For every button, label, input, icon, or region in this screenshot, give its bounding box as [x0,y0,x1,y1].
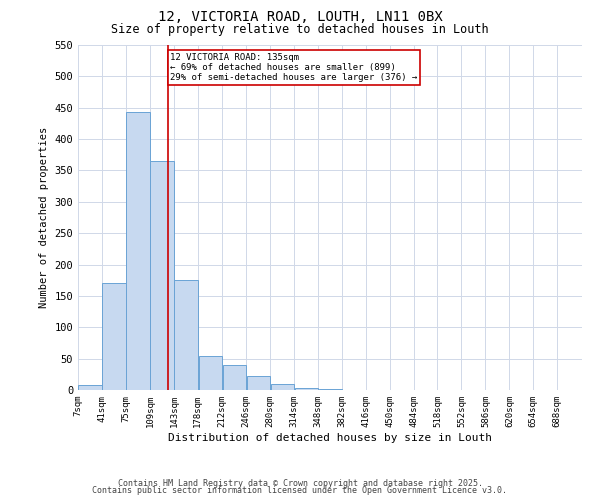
Bar [174,280,197,390]
Text: Size of property relative to detached houses in Louth: Size of property relative to detached ho… [111,22,489,36]
Text: 12, VICTORIA ROAD, LOUTH, LN11 0BX: 12, VICTORIA ROAD, LOUTH, LN11 0BX [158,10,442,24]
Y-axis label: Number of detached properties: Number of detached properties [39,127,49,308]
Text: 12 VICTORIA ROAD: 135sqm
← 69% of detached houses are smaller (899)
29% of semi-: 12 VICTORIA ROAD: 135sqm ← 69% of detach… [170,52,418,82]
Bar [199,356,222,390]
Bar [126,112,149,390]
Bar [78,385,101,390]
Text: Contains public sector information licensed under the Open Government Licence v3: Contains public sector information licen… [92,486,508,495]
Bar [247,376,270,390]
Bar [150,161,173,390]
Bar [271,384,294,390]
Bar [223,365,246,390]
Text: Contains HM Land Registry data © Crown copyright and database right 2025.: Contains HM Land Registry data © Crown c… [118,478,482,488]
X-axis label: Distribution of detached houses by size in Louth: Distribution of detached houses by size … [168,432,492,442]
Bar [295,388,318,390]
Bar [102,284,125,390]
